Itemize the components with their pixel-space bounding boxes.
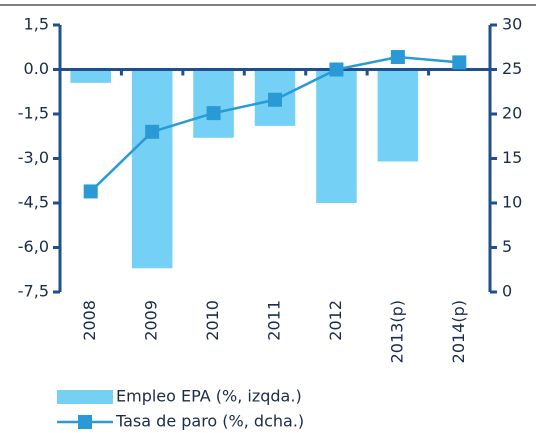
x-tick-label: 2013(p) <box>387 300 406 363</box>
marker <box>268 92 282 107</box>
x-tick-label: 2014(p) <box>449 300 468 363</box>
y2-tick-label: 15 <box>502 148 522 167</box>
y2-tick-label: 10 <box>502 193 522 212</box>
y-tick-label: 1,5 <box>24 15 49 34</box>
marker <box>329 62 344 77</box>
bar <box>316 69 357 203</box>
marker <box>390 50 405 65</box>
x-tick-label: 2010 <box>203 300 222 341</box>
legend-swatch <box>57 390 113 404</box>
marker <box>145 124 160 139</box>
x-tick-label: 2008 <box>80 300 99 341</box>
y-tick-label: -3,0 <box>18 148 49 167</box>
marker <box>452 55 467 70</box>
x-tick-label: 2011 <box>265 300 284 341</box>
y-tick-label: 0.0 <box>24 59 49 78</box>
y-tick-label: -6,0 <box>18 237 49 256</box>
marker <box>206 106 221 121</box>
marker <box>83 184 98 199</box>
bar <box>377 69 419 162</box>
y-tick-label: -4,5 <box>18 193 49 212</box>
bar <box>70 69 111 83</box>
legend-label: Empleo EPA (%, izqda.) <box>116 387 302 406</box>
legend-marker <box>78 415 92 429</box>
bar <box>131 69 173 269</box>
x-tick-label: 2012 <box>326 300 345 341</box>
y2-tick-label: 20 <box>502 104 522 123</box>
y2-tick-label: 30 <box>502 15 522 34</box>
y2-tick-label: 25 <box>502 59 522 78</box>
y-tick-label: -7,5 <box>18 282 49 301</box>
x-tick-label: 2009 <box>142 300 161 341</box>
y2-tick-label: 0 <box>502 282 512 301</box>
y-tick-label: -1,5 <box>18 104 49 123</box>
bar <box>193 69 234 138</box>
y2-tick-label: 5 <box>502 237 512 256</box>
legend-label: Tasa de paro (%, dcha.) <box>115 412 304 431</box>
